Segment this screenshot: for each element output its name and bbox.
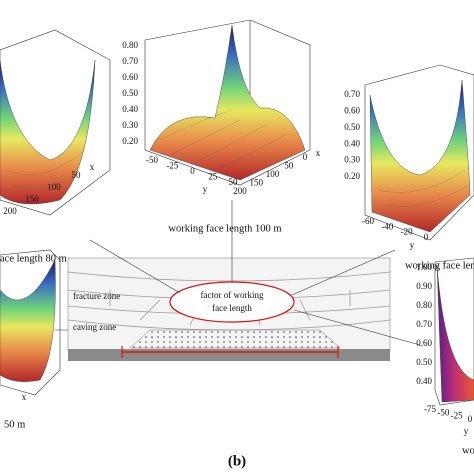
y-tick-label: -75 — [424, 404, 436, 414]
y-tick-label: -40 — [381, 221, 393, 231]
x-tick-label: 0 — [303, 152, 308, 162]
x-tick-label: 200 — [3, 206, 17, 216]
z-tick-label: 0.50 — [344, 122, 360, 132]
z-tick-label: 0.50 — [122, 88, 138, 98]
strata-diagram: fracture zone caving zone factor of work… — [55, 200, 421, 361]
zone-label: caving zone — [73, 322, 116, 332]
y-tick-label: 25 — [208, 172, 218, 182]
z-tick-label: 0.20 — [344, 171, 360, 181]
x-tick-label: 100 — [266, 169, 280, 179]
y-tick-label: 50 — [229, 177, 239, 187]
z-tick-label: 0.70 — [416, 319, 432, 329]
x-tick-label: 100 — [47, 182, 61, 192]
z-tick-label: 0.70 — [344, 89, 360, 99]
y-tick-label: -50 — [146, 155, 158, 165]
caption: 50 m — [4, 419, 25, 430]
y-tick-label: 0 — [190, 166, 195, 176]
z-tick-label: 0.60 — [122, 72, 138, 82]
z-tick-label: 0.50 — [416, 357, 432, 367]
figure-label: (b) — [228, 453, 246, 469]
panel-center — [144, 19, 311, 186]
axis-label: y — [464, 426, 469, 436]
y-tick-label: 0 — [424, 232, 429, 242]
z-tick-label: 1.00 — [416, 262, 432, 272]
caption: ace length 80 m — [0, 253, 67, 264]
x-tick-label: 150 — [25, 194, 39, 204]
axis-label: x — [90, 162, 95, 172]
caption: wo — [462, 445, 474, 456]
z-tick-label: 0.40 — [416, 376, 432, 386]
panel-right-top — [364, 64, 474, 241]
z-tick-label: 0.20 — [122, 136, 138, 146]
z-tick-label: 0.40 — [122, 104, 138, 114]
axis-label: y — [410, 240, 415, 250]
z-tick-label: 0.30 — [344, 155, 360, 165]
y-tick-label: -20 — [401, 227, 413, 237]
caption: working face length 100 m — [168, 223, 281, 234]
axis-label: x — [22, 392, 27, 402]
z-tick-label: 0.40 — [344, 138, 360, 148]
axis-label: y — [203, 184, 208, 194]
y-tick-label: 0 — [468, 414, 473, 424]
panel-left-bottom — [0, 249, 61, 396]
panel-left-top — [0, 29, 111, 216]
axis-label: x — [316, 148, 321, 158]
factor-label: face length — [212, 303, 252, 313]
z-tick-label: 0.30 — [122, 120, 138, 130]
z-tick-label: 0.60 — [344, 105, 360, 115]
z-tick-label: 0.80 — [122, 40, 138, 50]
z-tick-label: 0.80 — [416, 300, 432, 310]
z-tick-label: 0.70 — [122, 56, 138, 66]
x-tick-label: 50 — [72, 170, 82, 180]
y-tick-label: -50 — [437, 407, 449, 417]
z-tick-label: 0.60 — [416, 338, 432, 348]
zone-label: fracture zone — [73, 291, 120, 301]
y-tick-label: -25 — [451, 411, 463, 421]
factor-label: factor of working — [201, 290, 264, 300]
z-tick-label: 0.90 — [416, 281, 432, 291]
panel-right-bottom — [434, 257, 474, 406]
x-tick-label: 150 — [250, 178, 264, 188]
caption: working face len — [405, 260, 474, 271]
x-tick-label: 200 — [233, 186, 247, 196]
x-tick-label: 50 — [284, 161, 294, 171]
y-tick-label: -60 — [362, 216, 374, 226]
y-tick-label: -25 — [166, 161, 178, 171]
